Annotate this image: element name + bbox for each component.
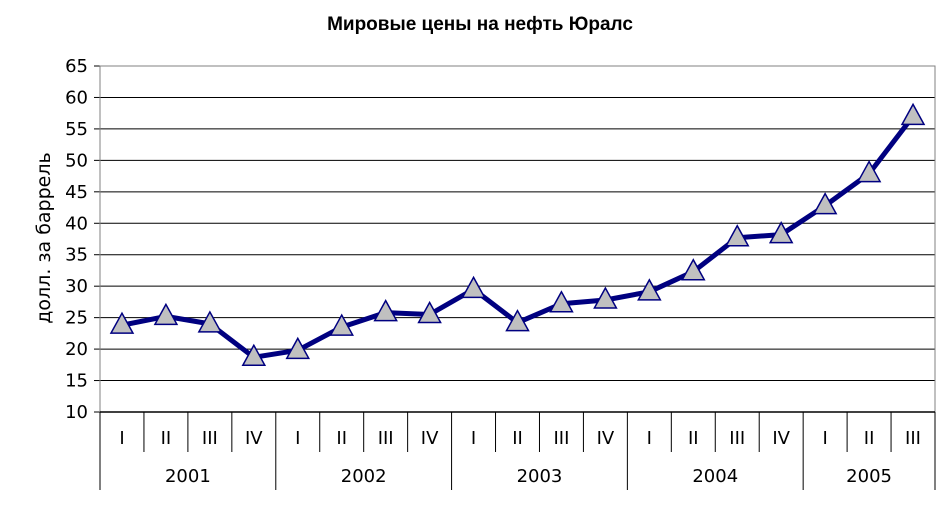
x-category-label: IV — [772, 428, 790, 449]
y-tick-label: 40 — [65, 213, 88, 234]
x-category-label: II — [512, 428, 523, 449]
data-point-marker — [768, 221, 794, 244]
x-category-label: I — [119, 428, 124, 449]
x-category-label: IV — [421, 428, 439, 449]
data-point-marker — [856, 160, 882, 183]
x-category-label: I — [822, 428, 827, 449]
x-category-label: III — [202, 428, 218, 449]
y-tick-label: 10 — [65, 402, 88, 423]
data-point-marker — [197, 310, 223, 333]
data-point-marker — [900, 102, 926, 126]
data-point-marker — [724, 224, 750, 247]
data-point-marker — [593, 286, 618, 309]
y-tick-label: 60 — [65, 87, 88, 108]
x-category-label: I — [647, 428, 652, 449]
data-point-marker — [109, 311, 135, 334]
x-category-label: III — [553, 428, 569, 449]
x-category-label: II — [161, 428, 172, 449]
data-point-marker — [241, 343, 267, 367]
x-category-label: IV — [245, 428, 263, 449]
y-tick-label: 35 — [65, 245, 88, 266]
y-tick-label: 20 — [65, 339, 88, 360]
x-category-label: III — [729, 428, 745, 449]
x-group-label: 2002 — [341, 466, 387, 487]
x-category-label: III — [378, 428, 394, 449]
data-point-marker — [329, 313, 354, 336]
x-group-label: 2005 — [846, 466, 892, 487]
data-point-marker — [681, 258, 706, 281]
y-tick-label: 50 — [65, 150, 88, 171]
x-category-label: I — [295, 428, 300, 449]
y-tick-label: 65 — [65, 56, 88, 77]
data-point-marker — [812, 192, 838, 215]
x-group-label: 2001 — [165, 466, 211, 487]
plot-area — [99, 65, 936, 413]
data-point-marker — [285, 336, 311, 360]
x-category-label: IV — [597, 428, 615, 449]
y-axis-ticks: 10 15 20 25 30 35 40 45 50 55 60 65 — [65, 56, 100, 423]
x-category-label: I — [471, 428, 476, 449]
data-point-marker — [637, 278, 662, 301]
y-tick-label: 15 — [65, 371, 88, 392]
x-category-label: III — [905, 428, 921, 449]
x-group-label: 2004 — [692, 466, 738, 487]
x-category-label: II — [864, 428, 875, 449]
data-point-marker — [417, 300, 442, 324]
y-tick-label: 25 — [65, 308, 88, 329]
y-tick-label: 45 — [65, 182, 88, 203]
data-point-marker — [549, 290, 574, 313]
data-point-marker — [505, 309, 530, 332]
series-layer — [109, 102, 926, 367]
data-point-marker — [153, 302, 179, 326]
data-point-marker — [373, 299, 398, 322]
chart-title: Мировые цены на нефть Юралс — [327, 14, 633, 35]
y-tick-label: 30 — [65, 276, 88, 297]
x-category-label: II — [688, 428, 699, 449]
y-tick-label: 55 — [65, 119, 88, 140]
x-category-label: II — [336, 428, 347, 449]
y-axis-label: долл. за баррель — [33, 152, 55, 323]
x-axis: I II III IV I II III IV I II III IV I II III IV I II III20… — [99, 411, 936, 490]
x-group-label: 2003 — [517, 466, 563, 487]
data-point-marker — [461, 275, 486, 299]
